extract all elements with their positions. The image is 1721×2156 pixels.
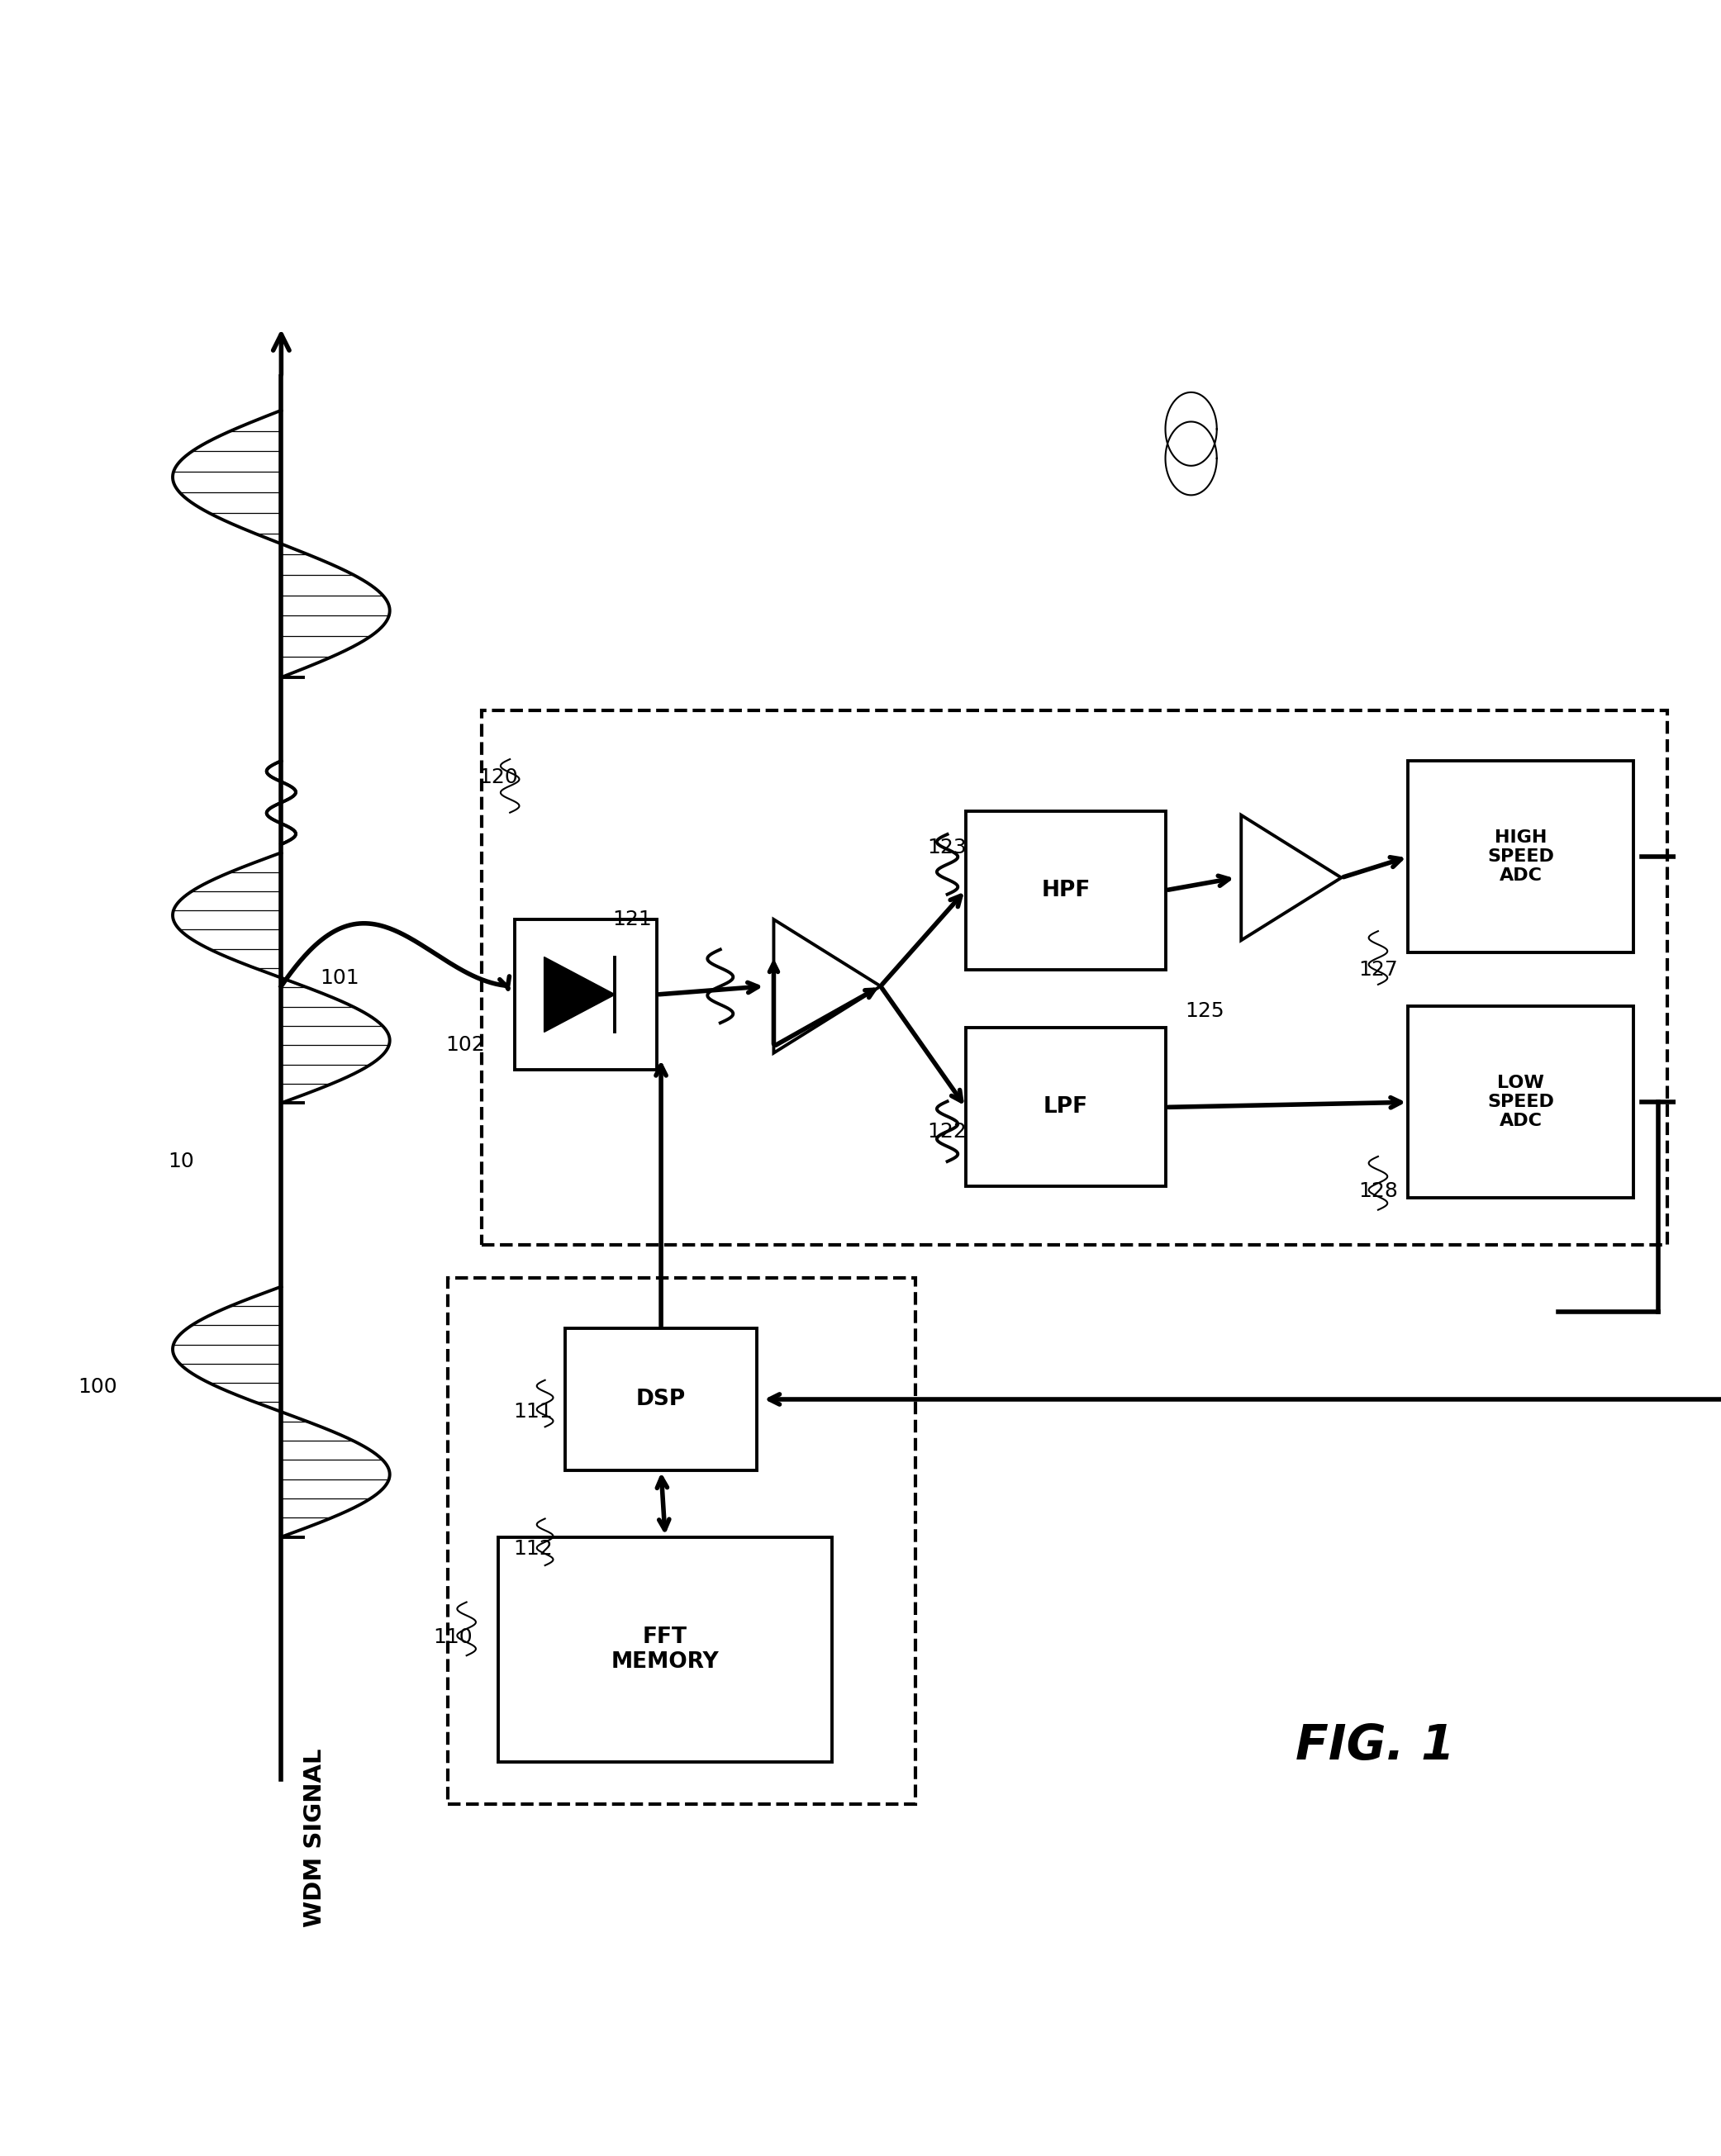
Text: HPF: HPF — [1041, 880, 1091, 901]
Text: 102: 102 — [446, 1035, 485, 1054]
Text: LPF: LPF — [1043, 1097, 1088, 1119]
Text: 125: 125 — [1184, 1000, 1224, 1022]
Text: 120: 120 — [478, 768, 518, 787]
Bar — [965, 811, 1167, 970]
Bar — [1408, 761, 1633, 953]
Text: 110: 110 — [434, 1628, 473, 1647]
Text: 121: 121 — [613, 910, 652, 929]
Text: 100: 100 — [77, 1378, 117, 1397]
Bar — [447, 1279, 916, 1805]
Bar — [515, 918, 657, 1069]
Text: 112: 112 — [513, 1539, 552, 1559]
Bar — [499, 1537, 833, 1761]
Bar — [564, 1328, 757, 1470]
Text: DSP: DSP — [637, 1388, 687, 1410]
Text: 101: 101 — [320, 968, 360, 987]
Bar — [1408, 1007, 1633, 1199]
Text: LOW
SPEED
ADC: LOW SPEED ADC — [1487, 1076, 1554, 1130]
Text: FIG. 1: FIG. 1 — [1296, 1723, 1454, 1770]
Text: FFT
MEMORY: FFT MEMORY — [611, 1626, 719, 1673]
Text: 111: 111 — [513, 1401, 552, 1421]
Text: 128: 128 — [1358, 1181, 1397, 1201]
Bar — [482, 711, 1668, 1244]
Text: WDM SIGNAL: WDM SIGNAL — [303, 1749, 327, 1927]
Text: 127: 127 — [1358, 959, 1397, 979]
Text: 123: 123 — [928, 839, 967, 858]
Text: HIGH
SPEED
ADC: HIGH SPEED ADC — [1487, 830, 1554, 884]
Polygon shape — [544, 957, 614, 1033]
Text: 122: 122 — [928, 1121, 967, 1141]
Text: 10: 10 — [169, 1151, 194, 1171]
Bar — [965, 1028, 1167, 1186]
